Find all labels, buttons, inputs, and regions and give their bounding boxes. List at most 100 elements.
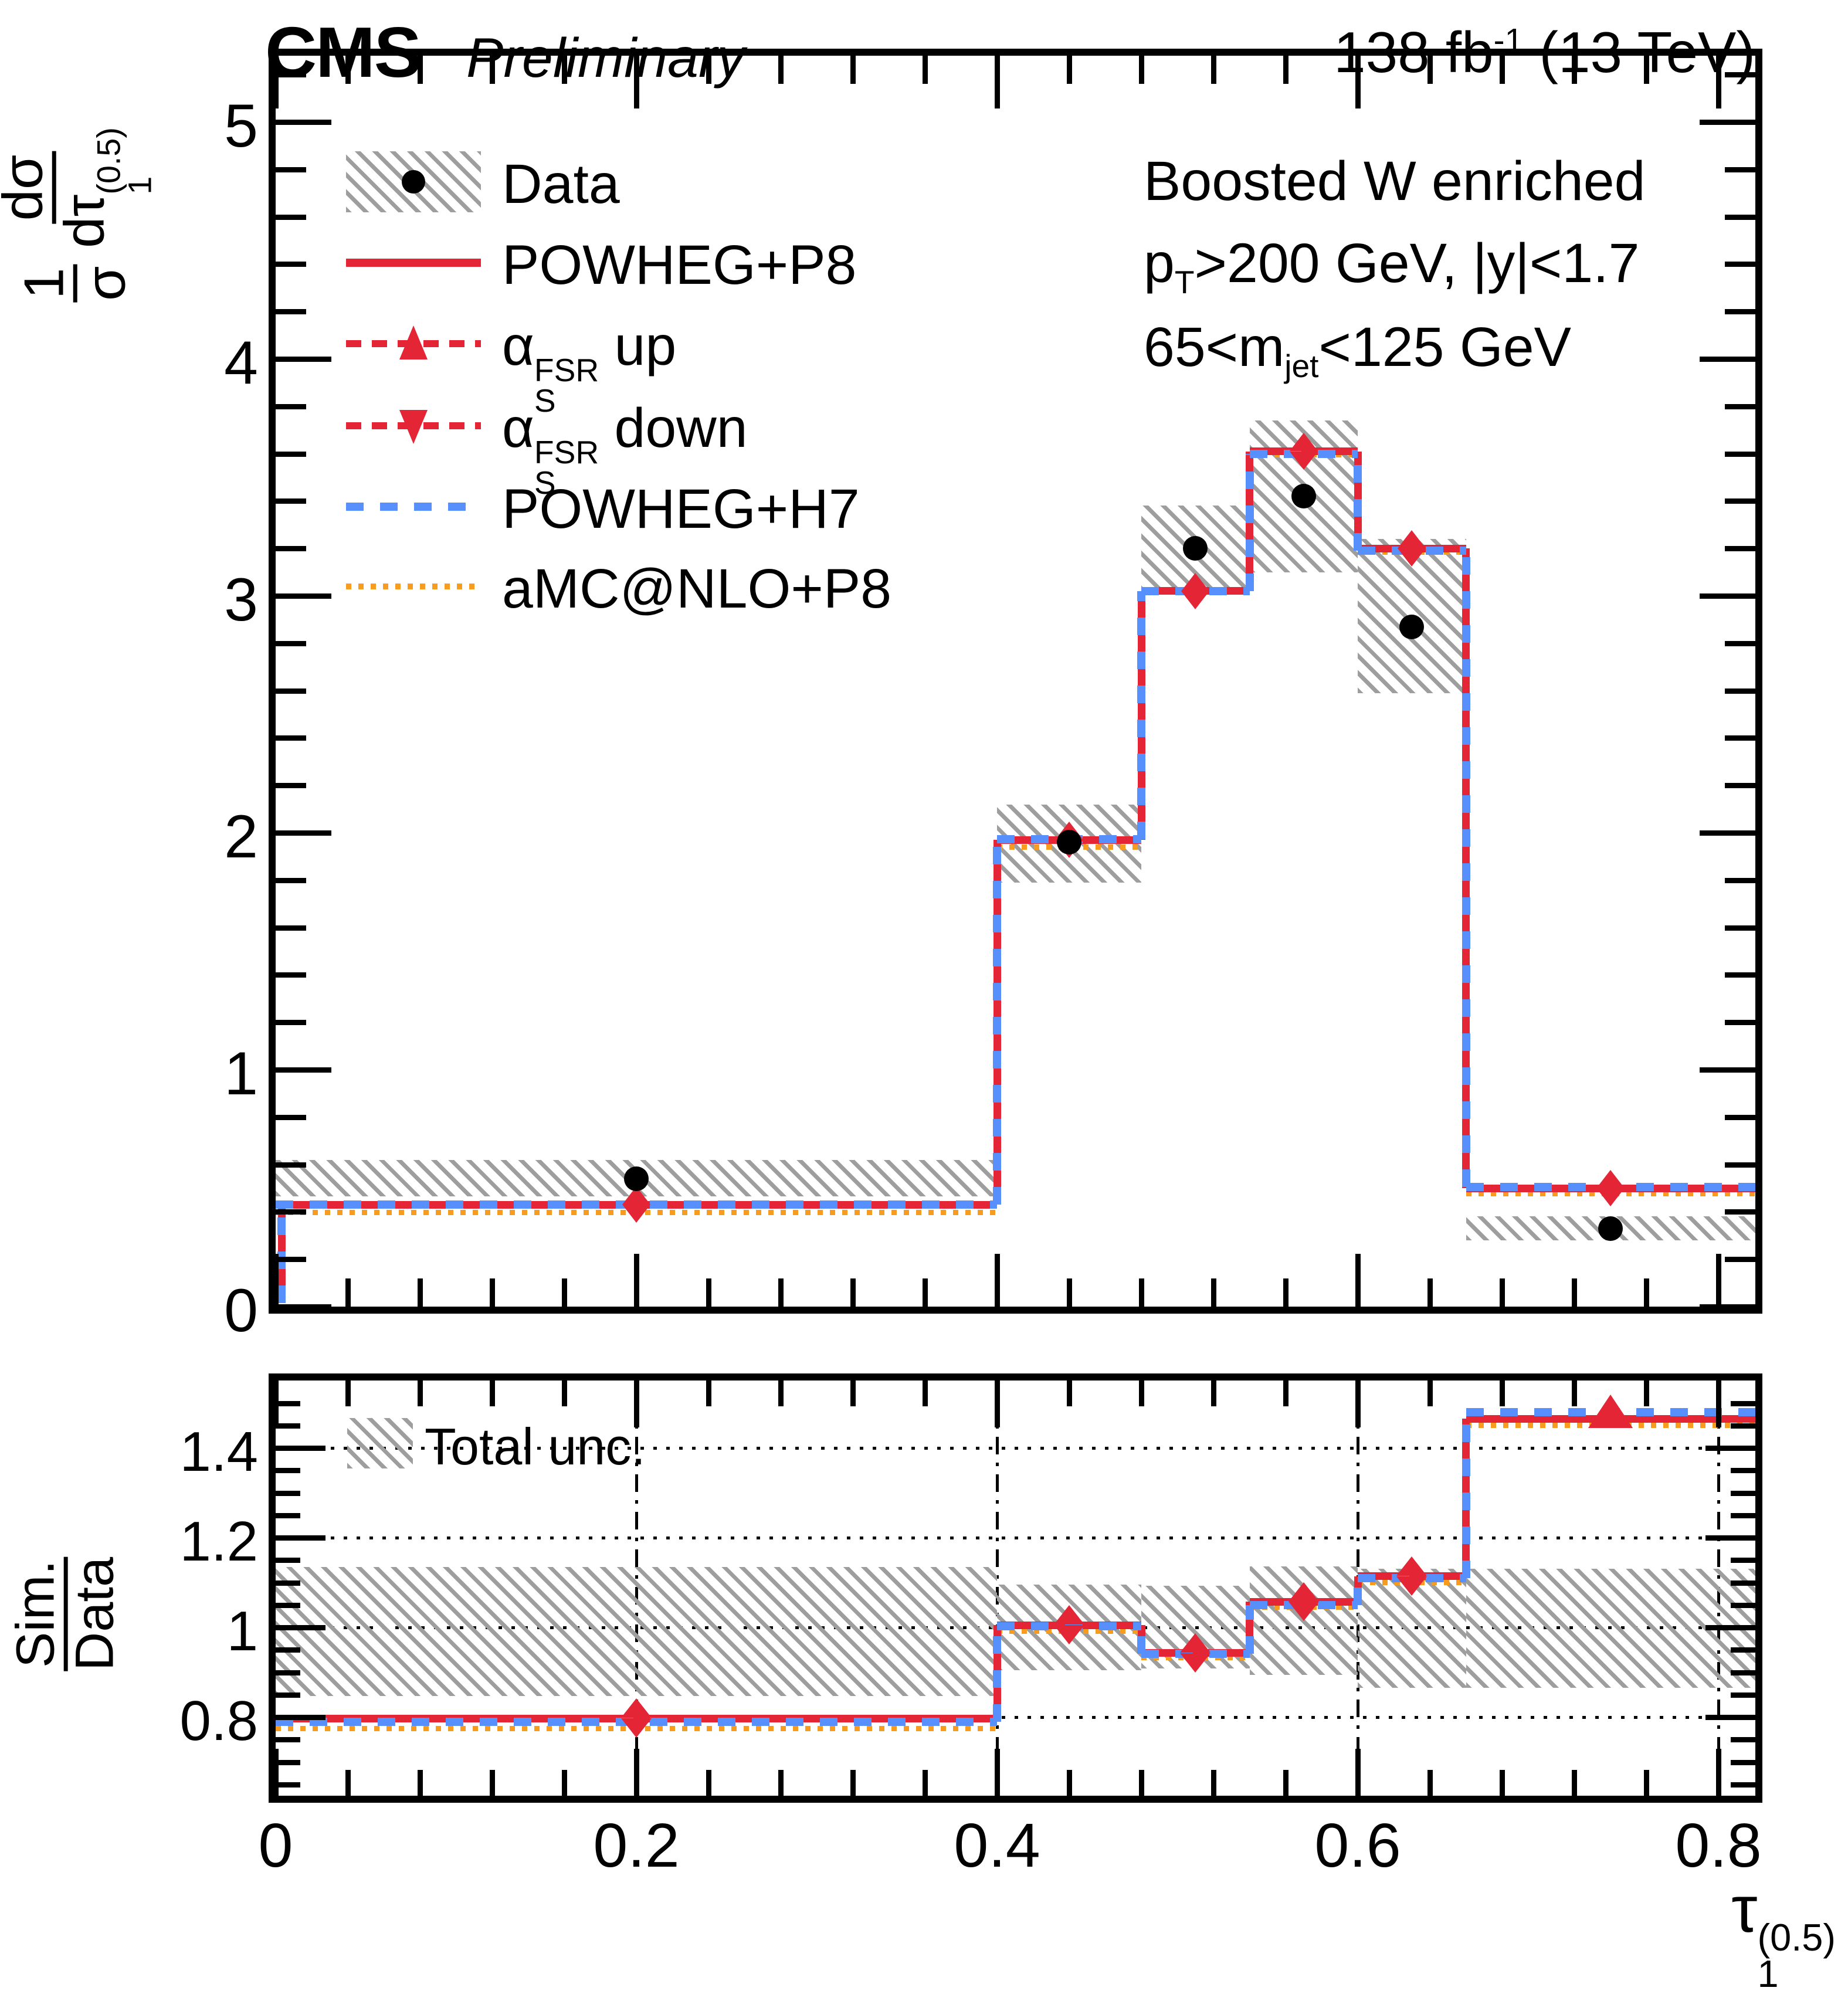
ratio-y-major-tick: [1705, 1446, 1755, 1451]
ratio-y-major-tick: [1705, 1715, 1755, 1720]
main-y-major-tick: [1700, 593, 1755, 599]
text-fragment: (0.5) 1: [1757, 1919, 1836, 1991]
main-x-minor-tick: [562, 56, 567, 84]
alphas-up-marker-icon: [1588, 1394, 1633, 1428]
alphas-variation-marker-icon: [1596, 1169, 1625, 1188]
ratio-x-minor-tick: [706, 1770, 711, 1796]
main-y-minor-tick: [1725, 1020, 1755, 1026]
ratio-y-minor-tick: [276, 1400, 300, 1406]
ratio-x-minor-tick: [1500, 1381, 1505, 1406]
ratio-y-major-tick: [276, 1625, 325, 1630]
main-y-minor-tick: [276, 403, 306, 409]
ratio-y-minor-tick: [1731, 1782, 1755, 1788]
main-x-minor-tick: [706, 1278, 711, 1307]
main-x-minor-tick: [1572, 1278, 1577, 1307]
legend-item-powheg-p8: POWHEG+P8: [502, 234, 857, 296]
text-fragment: Preliminary: [466, 27, 745, 89]
ratio-x-minor-tick: [418, 1770, 423, 1796]
text-fragment: σ: [74, 266, 137, 301]
annotation-line: 65<mjet<125 GeV: [1144, 316, 1571, 385]
main-y-minor-tick: [276, 735, 306, 741]
main-y-tick-label: 5: [224, 92, 258, 160]
main-y-major-tick: [276, 830, 331, 836]
ratio-y-tick-label: 1: [226, 1600, 258, 1663]
main-y-minor-tick: [276, 1257, 306, 1263]
legend-item-alphas-fsr-up: α FSR S up: [502, 315, 677, 419]
ratio-y-minor-tick: [1731, 1759, 1755, 1765]
model-step-powheg-h7: [1354, 1578, 1362, 1605]
main-x-minor-tick: [850, 56, 856, 84]
ratio-x-major-tick: [273, 1749, 279, 1796]
alphas-variation-marker-icon: [1054, 1605, 1084, 1625]
alphas-variation-marker-icon: [621, 1718, 652, 1738]
legend-item-alphas-fsr-down: α FSR S down: [502, 397, 748, 501]
legend-item-data: Data: [502, 153, 620, 215]
main-x-minor-tick: [1067, 1278, 1072, 1307]
ratio-x-minor-tick: [1644, 1381, 1649, 1406]
main-y-minor-tick: [1725, 72, 1755, 78]
ratio-x-minor-tick: [778, 1770, 784, 1796]
ratio-y-tick-label: 0.8: [179, 1690, 258, 1752]
text-fragment: Sim.: [6, 1556, 68, 1671]
alphas-variation-marker-icon: [1289, 451, 1318, 470]
text-fragment: FSR S: [534, 436, 599, 499]
main-y-minor-tick: [276, 72, 306, 78]
main-x-minor-tick: [1644, 56, 1649, 84]
ratio-gridline-horizontal: [279, 1447, 1752, 1450]
main-x-minor-tick: [1283, 1278, 1288, 1307]
main-y-major-tick: [1700, 1067, 1755, 1073]
main-y-minor-tick: [1725, 688, 1755, 694]
ratio-y-major-tick: [1705, 1625, 1755, 1630]
ratio-y-minor-tick: [276, 1580, 300, 1586]
ratio-y-tick-label: 1.4: [179, 1420, 258, 1483]
preliminary-label: Preliminary: [466, 30, 745, 86]
alphas-variation-marker-icon: [622, 1205, 650, 1223]
ratio-x-minor-tick: [1067, 1770, 1072, 1796]
ratio-x-minor-tick: [850, 1381, 856, 1406]
ratio-y-minor-tick: [1731, 1602, 1755, 1608]
model-step-powheg-h7: [993, 1626, 1001, 1722]
ratio-y-major-tick: [1705, 1535, 1755, 1541]
main-y-minor-tick: [1725, 925, 1755, 931]
main-y-major-tick: [1700, 830, 1755, 836]
ratio-x-major-tick: [1716, 1381, 1721, 1427]
main-x-minor-tick: [562, 1278, 567, 1307]
main-x-minor-tick: [923, 56, 928, 84]
alphas-variation-marker-icon: [1180, 1653, 1211, 1673]
main-x-minor-tick: [1139, 1278, 1144, 1307]
ratio-legend-label: Total unc.: [425, 1417, 646, 1476]
luminosity-label: 138 fb-1 (13 TeV): [1334, 20, 1755, 84]
ratio-y-minor-tick: [1731, 1490, 1755, 1496]
legend-up-triangle-icon: [399, 325, 428, 359]
main-x-minor-tick: [418, 1278, 423, 1307]
main-y-major-tick: [276, 357, 331, 362]
ratio-x-major-tick: [1716, 1749, 1721, 1796]
ratio-x-major-tick: [634, 1749, 639, 1796]
main-y-minor-tick: [276, 925, 306, 931]
main-y-minor-tick: [276, 498, 306, 504]
ratio-y-minor-tick: [276, 1782, 300, 1788]
main-y-tick-label: 2: [224, 803, 258, 871]
ratio-y-minor-tick: [1731, 1692, 1755, 1698]
alphas-variation-marker-icon: [621, 1698, 652, 1718]
ratio-x-minor-tick: [1211, 1770, 1216, 1796]
main-y-minor-tick: [276, 972, 306, 978]
main-x-minor-tick: [923, 1278, 928, 1307]
main-x-minor-tick: [418, 56, 423, 84]
text-fragment: jet: [1284, 348, 1319, 385]
ratio-y-minor-tick: [276, 1670, 300, 1675]
text-fragment: -1: [1493, 22, 1524, 59]
data-point: [1399, 614, 1425, 639]
main-x-minor-tick: [1283, 56, 1288, 84]
text-fragment: (0.5): [1757, 1916, 1836, 1959]
data-point: [1291, 484, 1316, 509]
main-x-minor-tick: [490, 1278, 495, 1307]
main-x-minor-tick: [1500, 1278, 1505, 1307]
main-y-major-tick: [1700, 120, 1755, 125]
main-y-minor-tick: [276, 1114, 306, 1120]
total-uncertainty-band: [276, 1566, 997, 1697]
ratio-y-minor-tick: [1731, 1468, 1755, 1474]
ratio-y-major-tick: [276, 1446, 325, 1451]
alphas-variation-marker-icon: [1181, 591, 1210, 609]
